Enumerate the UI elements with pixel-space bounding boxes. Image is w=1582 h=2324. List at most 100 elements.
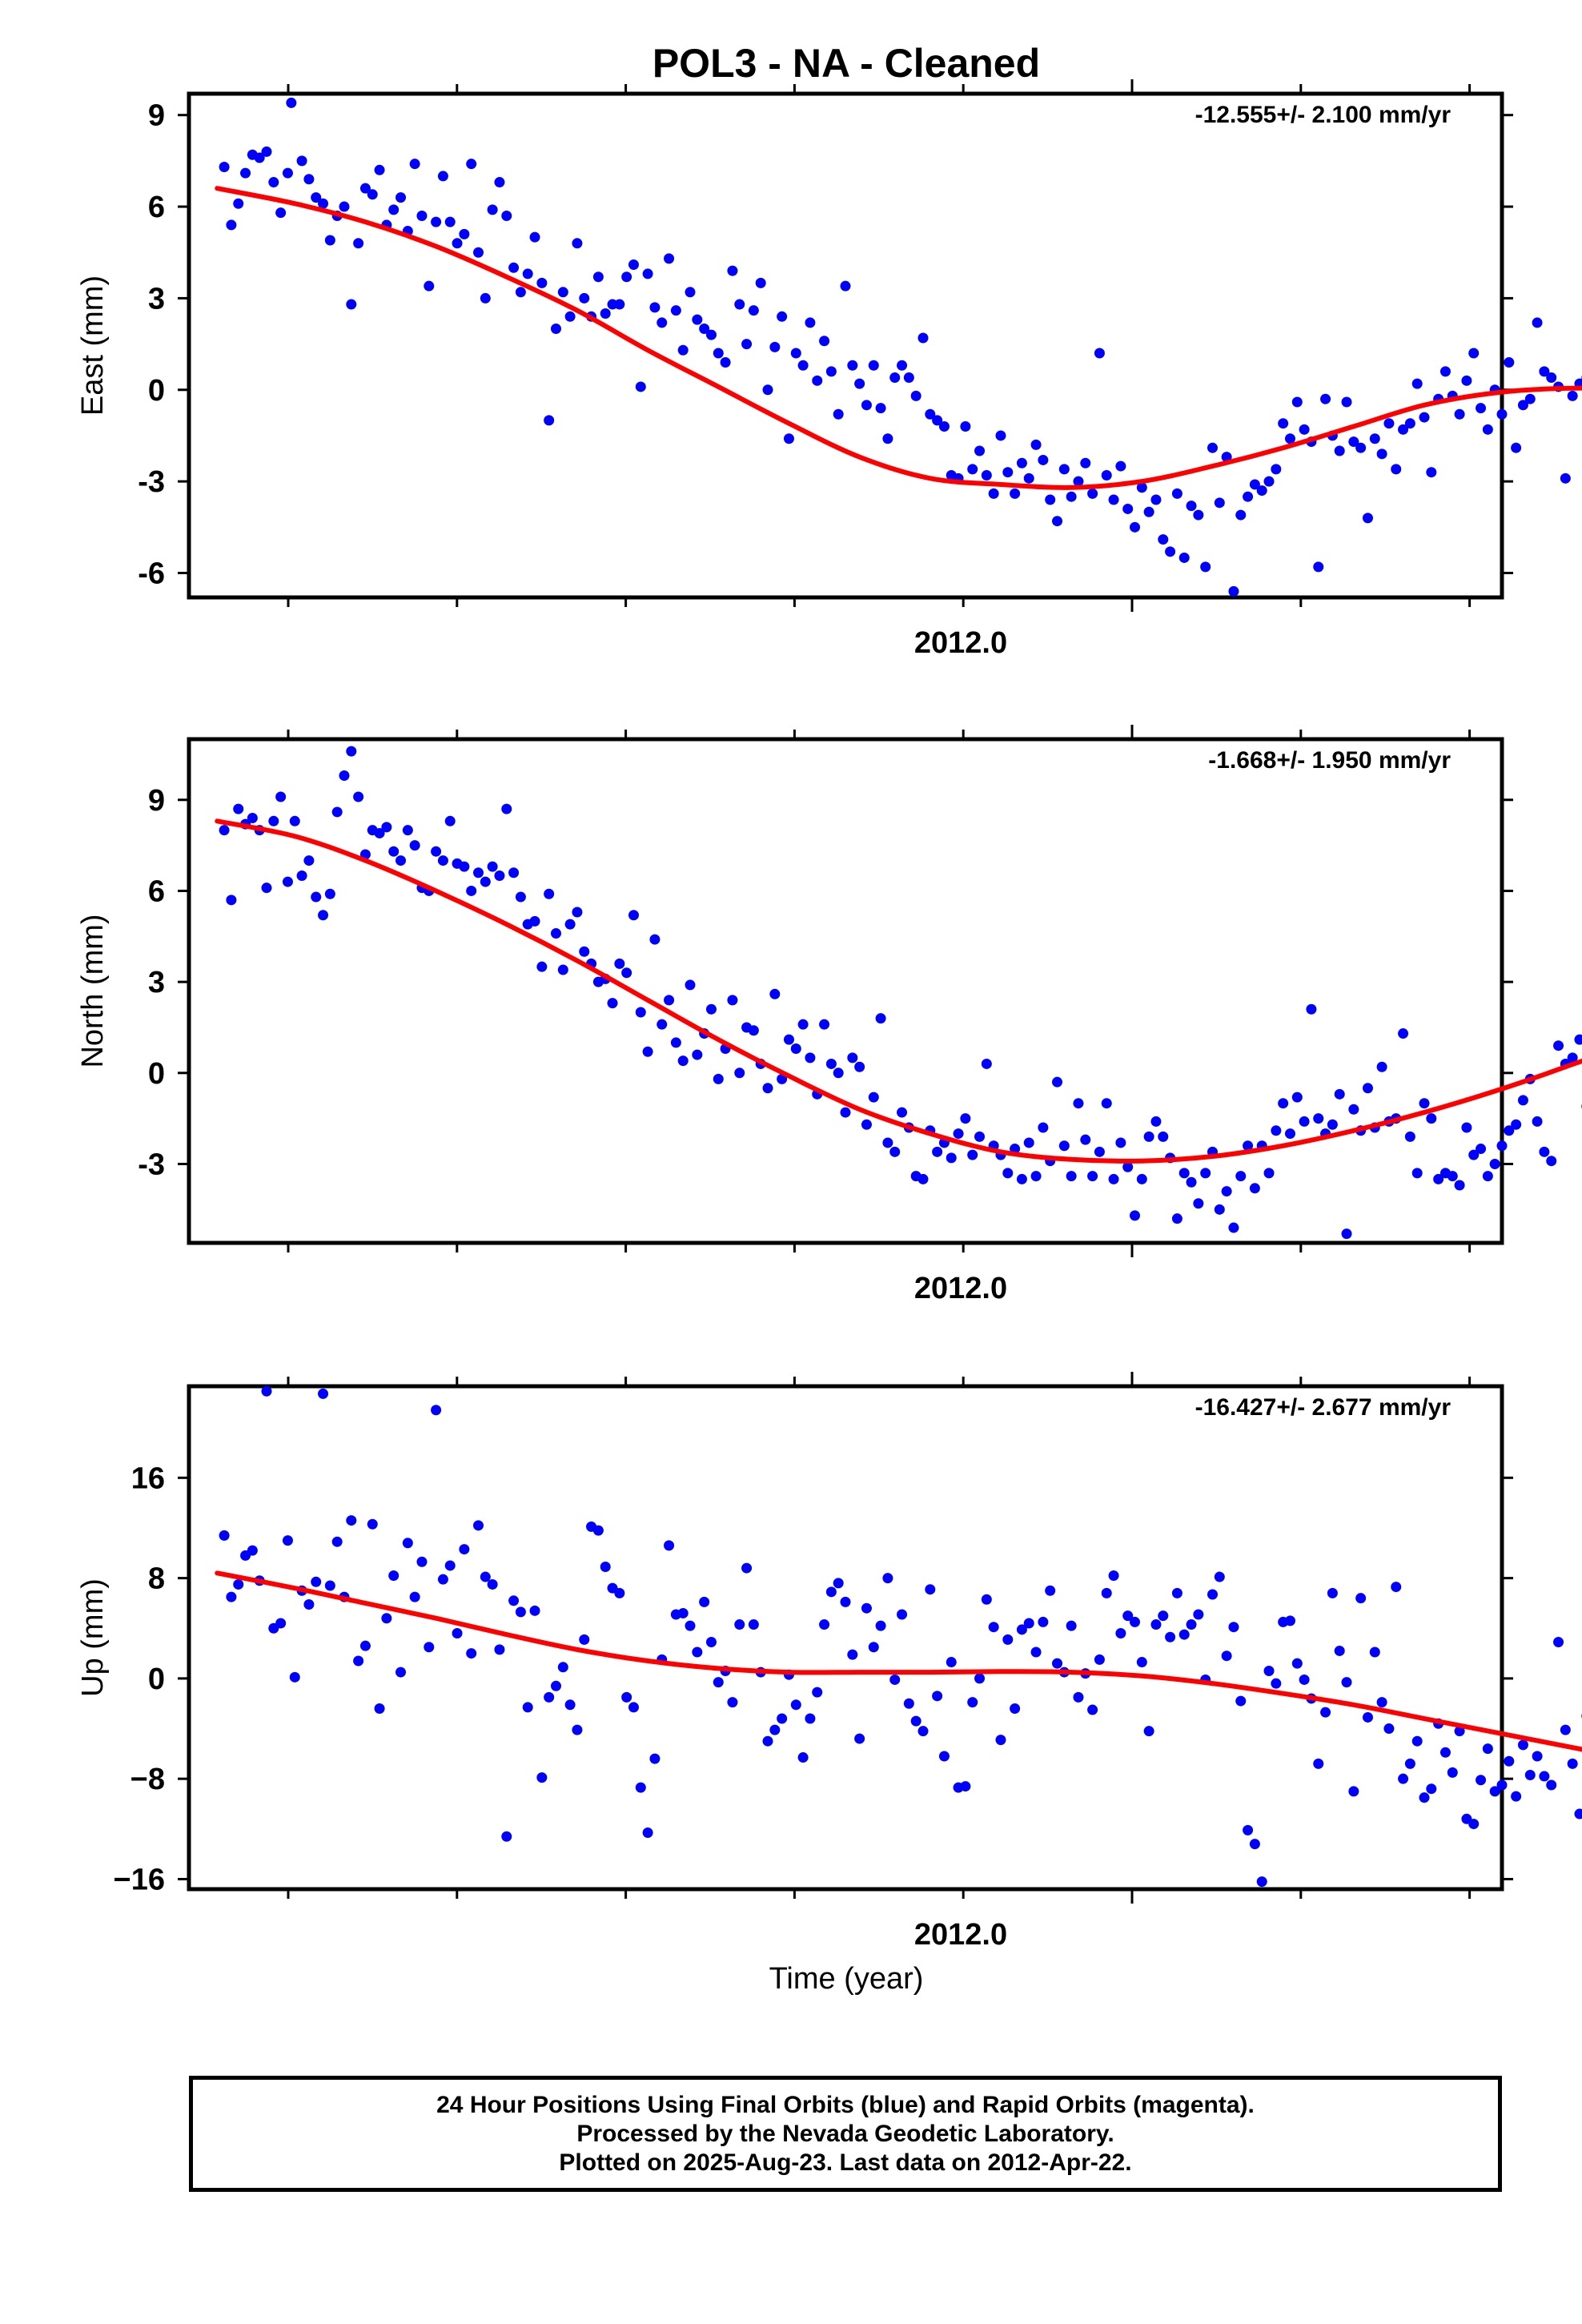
east-data-point [699, 324, 710, 335]
footer-line-orbits: 24 Hour Positions Using Final Orbits (bl… [436, 2091, 1255, 2118]
up-data-point [614, 1587, 625, 1598]
east-data-point [1320, 393, 1331, 404]
east-data-point [1221, 452, 1232, 463]
north-data-point [833, 1068, 844, 1079]
east-data-point [1023, 472, 1034, 484]
north-data-point [1291, 1092, 1303, 1103]
up-data-point [868, 1642, 879, 1653]
east-data-point [825, 366, 837, 377]
east-data-point [1178, 552, 1190, 563]
east-data-point [1355, 442, 1367, 453]
north-data-point [1058, 1140, 1070, 1152]
north-data-point [1115, 1137, 1126, 1148]
east-data-point [592, 271, 604, 283]
east-panel: 2012.0 9 6 3 0 -3 -6 East (mm) -12.555+/- 2.100 … [76, 79, 1582, 660]
up-data-point [1158, 1610, 1169, 1622]
up-data-point [374, 1703, 385, 1714]
north-data-point [1334, 1088, 1345, 1100]
north-data-point [670, 1037, 681, 1048]
up-data-point [1560, 1724, 1571, 1735]
up-data-point [981, 1594, 992, 1605]
east-y-axis-label: East (mm) [76, 275, 110, 416]
up-data-point [487, 1578, 498, 1590]
east-data-point [359, 183, 371, 194]
north-data-point [1313, 1113, 1324, 1124]
east-data-point [1504, 356, 1515, 368]
up-data-point [226, 1591, 237, 1602]
up-data-point [1136, 1657, 1147, 1668]
north-data-point [544, 888, 555, 899]
north-data-point [727, 995, 738, 1006]
east-data-point [1186, 501, 1197, 512]
north-data-point [1341, 1228, 1352, 1240]
north-data-point [1489, 1158, 1500, 1169]
up-data-point [1263, 1666, 1275, 1677]
up-data-point [762, 1735, 773, 1747]
up-data-point [1030, 1647, 1042, 1658]
north-data-point [374, 827, 385, 838]
up-data-point [1482, 1743, 1493, 1755]
east-data-point [705, 329, 717, 340]
up-data-point [1496, 1779, 1508, 1791]
east-data-point [1278, 418, 1289, 429]
footer-line-plotted: Plotted on 2025-Aug-23. Last data on 201… [559, 2149, 1132, 2176]
up-data-point [1101, 1587, 1112, 1598]
up-data-point [261, 1385, 272, 1397]
east-data-point [1130, 521, 1141, 533]
up-data-point [1489, 1786, 1500, 1797]
up-data-point [1532, 1751, 1543, 1762]
up-data-point [1165, 1631, 1176, 1642]
north-data-point [331, 806, 343, 818]
north-data-point [762, 1083, 773, 1094]
up-data-point [1243, 1824, 1254, 1835]
up-data-point [564, 1699, 576, 1711]
east-data-point [833, 408, 844, 420]
east-data-point [557, 287, 568, 298]
north-data-point [1178, 1168, 1190, 1179]
up-model-curve [215, 1570, 1582, 1752]
up-data-point [988, 1622, 999, 1633]
east-data-point [861, 400, 872, 411]
north-data-point [819, 1019, 830, 1030]
up-data-point [825, 1586, 837, 1598]
up-data-point [536, 1772, 548, 1783]
east-data-point [1482, 424, 1493, 435]
east-data-point [1313, 561, 1324, 573]
east-data-point [1369, 433, 1380, 444]
north-data-point [353, 791, 364, 802]
east-data-point [1546, 372, 1557, 384]
east-data-point [840, 280, 851, 292]
north-data-point [1468, 1149, 1480, 1160]
east-data-point [452, 238, 463, 249]
up-data-point [1130, 1616, 1141, 1627]
north-data-point [875, 1013, 886, 1024]
east-data-point [1150, 494, 1162, 505]
up-data-point [1249, 1839, 1260, 1850]
east-data-point [628, 259, 639, 270]
up-panel: 2012.0 16 8 0 −8 −16 Up (mm) -16.427+/- 2.677 m… [76, 1372, 1582, 1952]
east-data-point [254, 152, 265, 163]
north-data-point [557, 964, 568, 975]
east-data-point [529, 231, 540, 243]
north-data-point [847, 1052, 858, 1063]
east-data-point [664, 253, 675, 264]
east-data-point [1341, 396, 1352, 408]
east-data-point [1299, 424, 1310, 435]
north-data-point [628, 910, 639, 921]
north-x-tick-label: 2012.0 [914, 1272, 1007, 1305]
north-data-point [840, 1107, 851, 1118]
east-data-point [692, 314, 703, 325]
north-data-point [247, 813, 258, 824]
north-data-point [1447, 1171, 1458, 1182]
up-data-point [903, 1698, 914, 1709]
up-data-point [1094, 1654, 1105, 1665]
up-data-point [1038, 1616, 1049, 1627]
north-data-point [783, 1034, 794, 1045]
east-data-point [797, 360, 809, 371]
up-data-point [967, 1697, 978, 1708]
up-y-tick-label: −8 [130, 1763, 165, 1796]
north-data-point [1546, 1156, 1557, 1167]
east-data-point [1052, 516, 1063, 527]
east-data-point [868, 360, 879, 371]
east-data-point [1080, 457, 1091, 468]
